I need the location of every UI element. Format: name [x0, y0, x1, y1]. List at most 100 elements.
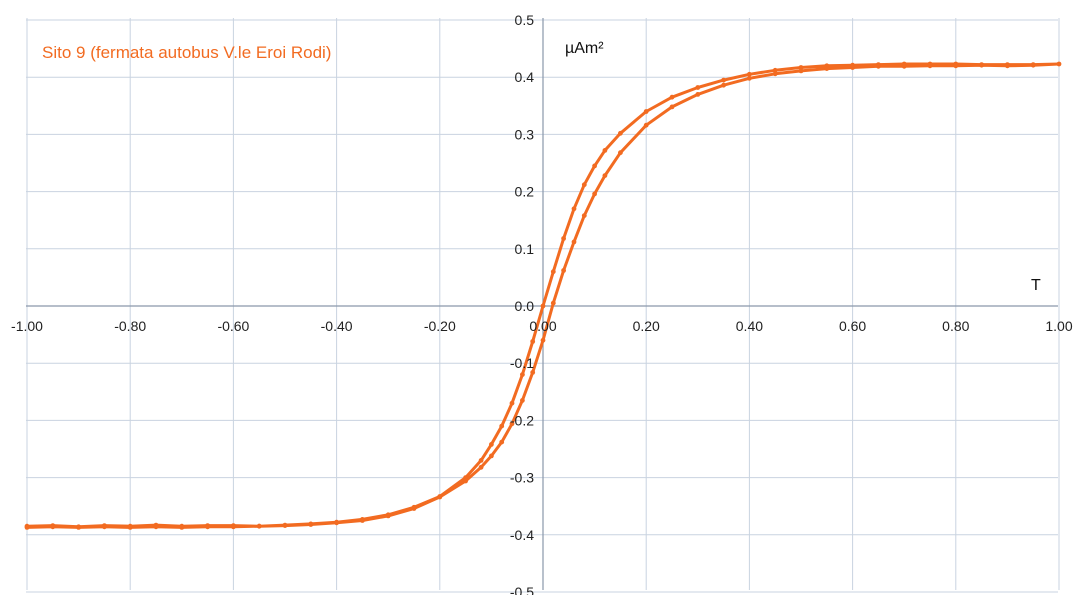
data-point [127, 525, 133, 530]
data-point [550, 300, 556, 306]
data-point [489, 442, 494, 447]
data-point [489, 453, 494, 459]
data-point [499, 423, 505, 429]
data-point [256, 523, 262, 529]
y-tick-label: -0.2 [510, 412, 534, 428]
data-point [509, 400, 515, 406]
data-point [478, 458, 484, 463]
data-point [231, 524, 236, 530]
data-point [824, 66, 830, 71]
data-point [669, 104, 675, 110]
data-point [1030, 62, 1036, 68]
y-tick-label: 0.5 [515, 12, 535, 28]
data-point [24, 525, 30, 530]
x-tick-label: 0.20 [633, 318, 660, 334]
data-point [463, 475, 468, 480]
x-tick-label: -0.20 [424, 318, 456, 334]
y-tick-label: 0.2 [515, 184, 535, 200]
y-tick-label: -0.4 [510, 527, 534, 543]
data-point [571, 206, 577, 212]
data-point [695, 92, 701, 97]
y-tick-label: -0.5 [510, 584, 534, 595]
x-tick-label: -1.00 [11, 318, 43, 334]
data-point [463, 478, 468, 484]
data-point [561, 236, 566, 241]
data-point [520, 372, 525, 377]
x-tick-label: 1.00 [1045, 318, 1072, 334]
data-point [592, 163, 597, 169]
data-point [540, 303, 546, 309]
data-point [360, 518, 365, 523]
data-point [308, 522, 314, 527]
data-point [602, 173, 608, 179]
y-axis-label: µAm² [565, 40, 604, 57]
y-axis-label-text: µAm² [565, 40, 604, 57]
x-tick-label: 0.60 [839, 318, 866, 334]
data-point [643, 109, 649, 114]
x-tick-label: 0.00 [529, 318, 556, 334]
data-point [798, 65, 804, 70]
data-point [669, 94, 675, 100]
data-point [411, 506, 417, 511]
series-layer [24, 61, 1062, 530]
data-point [540, 337, 546, 343]
data-point [153, 524, 159, 530]
y-tick-label: 0.0 [515, 298, 535, 314]
data-point [520, 398, 525, 403]
y-tick-label: -0.1 [510, 355, 534, 371]
data-point [550, 269, 556, 275]
data-point [571, 239, 577, 245]
data-point [282, 523, 288, 528]
x-tick-label: -0.40 [321, 318, 353, 334]
x-axis-label: T [1031, 277, 1041, 294]
y-tick-label: -0.3 [510, 470, 534, 486]
data-point [581, 182, 587, 188]
data-point [772, 71, 778, 77]
data-point [50, 524, 56, 530]
data-point [179, 525, 185, 530]
data-point [602, 148, 608, 153]
data-point [478, 464, 484, 470]
data-point [1056, 61, 1062, 67]
data-point [695, 85, 701, 90]
data-point [747, 71, 752, 77]
data-point [205, 524, 211, 530]
data-point [953, 63, 959, 69]
data-point [499, 439, 505, 445]
data-point [76, 525, 81, 530]
data-point [509, 421, 515, 427]
data-point [721, 82, 726, 88]
x-tick-labels: -1.00 -0.80 -0.60 -0.40 -0.20 0.00 0.20 0.40 0.6… [11, 318, 1073, 334]
data-point [721, 77, 726, 83]
data-point [581, 213, 587, 219]
data-point [530, 339, 536, 344]
data-point [772, 67, 778, 73]
data-point [850, 65, 855, 70]
x-tick-label: 0.40 [736, 318, 763, 334]
data-point [530, 370, 536, 375]
y-tick-label: 0.4 [515, 69, 535, 85]
data-point [334, 520, 339, 526]
y-tick-label: 0.1 [515, 241, 535, 257]
data-point [927, 63, 933, 69]
data-point [798, 68, 804, 74]
data-point [643, 122, 649, 128]
data-point [747, 75, 752, 81]
x-tick-label: -0.60 [217, 318, 249, 334]
data-point [876, 63, 881, 69]
x-tick-label: 0.80 [942, 318, 969, 334]
data-point [1005, 63, 1010, 69]
data-point [592, 191, 597, 197]
x-tick-label: -0.80 [114, 318, 146, 334]
data-point [102, 524, 107, 530]
data-point [618, 150, 623, 156]
data-point [979, 62, 984, 68]
data-point [561, 268, 566, 273]
y-tick-labels: 0.5 0.4 0.3 0.2 0.1 0.0 -0.1 -0.2 -0.3 -0.4 -0.5 [510, 12, 534, 595]
data-point [901, 63, 907, 69]
chart-title: Sito 9 (fermata autobus V.le Eroi Rodi) [42, 43, 331, 62]
data-point [437, 494, 443, 500]
y-tick-label: 0.3 [515, 126, 535, 142]
data-point [385, 513, 391, 519]
